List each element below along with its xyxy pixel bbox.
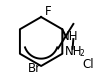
Text: NH: NH (65, 45, 82, 58)
Text: 2: 2 (79, 49, 84, 58)
Text: NH: NH (61, 30, 79, 43)
Text: F: F (45, 5, 51, 18)
Text: Br: Br (28, 62, 41, 75)
Text: Cl: Cl (82, 58, 94, 71)
